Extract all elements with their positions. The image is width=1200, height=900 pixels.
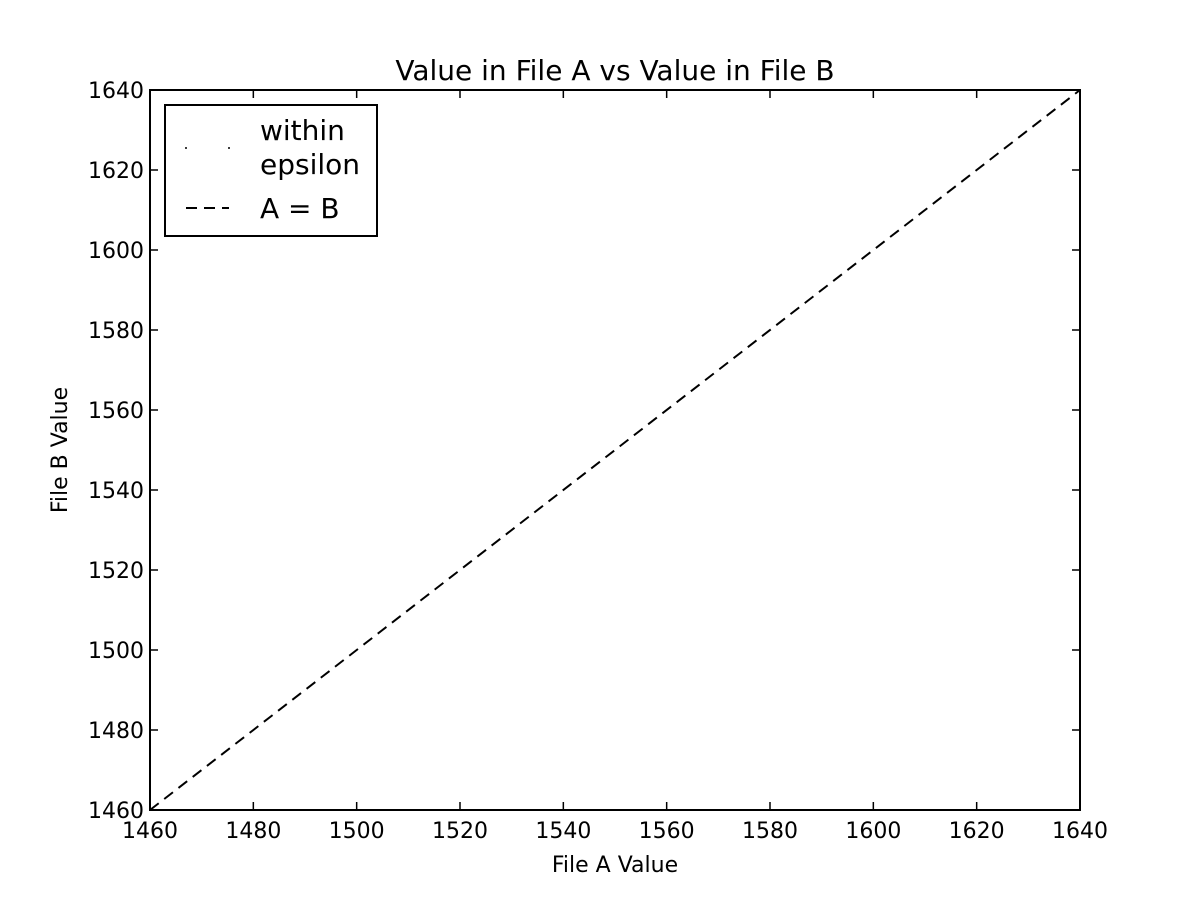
- y-tick-label: 1600: [88, 239, 144, 264]
- y-tick-label: 1580: [88, 319, 144, 344]
- x-tick-label: 1520: [432, 819, 488, 844]
- y-tick-label: 1640: [88, 79, 144, 104]
- y-tick-label: 1480: [88, 719, 144, 744]
- y-tick-label: 1560: [88, 399, 144, 424]
- legend-label-within-epsilon: within epsilon: [260, 114, 360, 181]
- x-tick-label: 1460: [122, 819, 178, 844]
- y-tick-label: 1620: [88, 159, 144, 184]
- chart-title: Value in File A vs Value in File B: [395, 54, 834, 87]
- x-tick-label: 1540: [535, 819, 591, 844]
- x-tick-label: 1480: [225, 819, 281, 844]
- legend-marker-within-epsilon: [228, 147, 230, 149]
- x-tick-label: 1640: [1052, 819, 1108, 844]
- legend-box: [164, 104, 378, 237]
- x-tick-label: 1580: [742, 819, 798, 844]
- axes-frame: [149, 89, 1081, 811]
- legend-label-line: epsilon: [260, 148, 360, 181]
- y-axis-label: File B Value: [48, 387, 73, 513]
- x-tick-label: 1620: [949, 819, 1005, 844]
- y-tick-label: 1520: [88, 559, 144, 584]
- x-tick-label: 1560: [639, 819, 695, 844]
- x-tick-label: 1600: [845, 819, 901, 844]
- plot-area: 1460 1480 1500 1520 1540 1560 1580 1600 1620 1640…: [88, 79, 1108, 844]
- y-tick-label: 1460: [88, 799, 144, 824]
- legend-marker-within-epsilon: [185, 147, 187, 149]
- legend-label-line: within: [260, 114, 345, 147]
- x-axis-label: File A Value: [552, 853, 678, 878]
- legend-label-a-equals-b: A = B: [260, 192, 340, 225]
- y-tick-label: 1500: [88, 639, 144, 664]
- x-tick-label: 1500: [329, 819, 385, 844]
- legend: within epsilon A = B: [164, 104, 378, 237]
- y-tick-label: 1540: [88, 479, 144, 504]
- series-line-a-equals-b: [149, 89, 1081, 811]
